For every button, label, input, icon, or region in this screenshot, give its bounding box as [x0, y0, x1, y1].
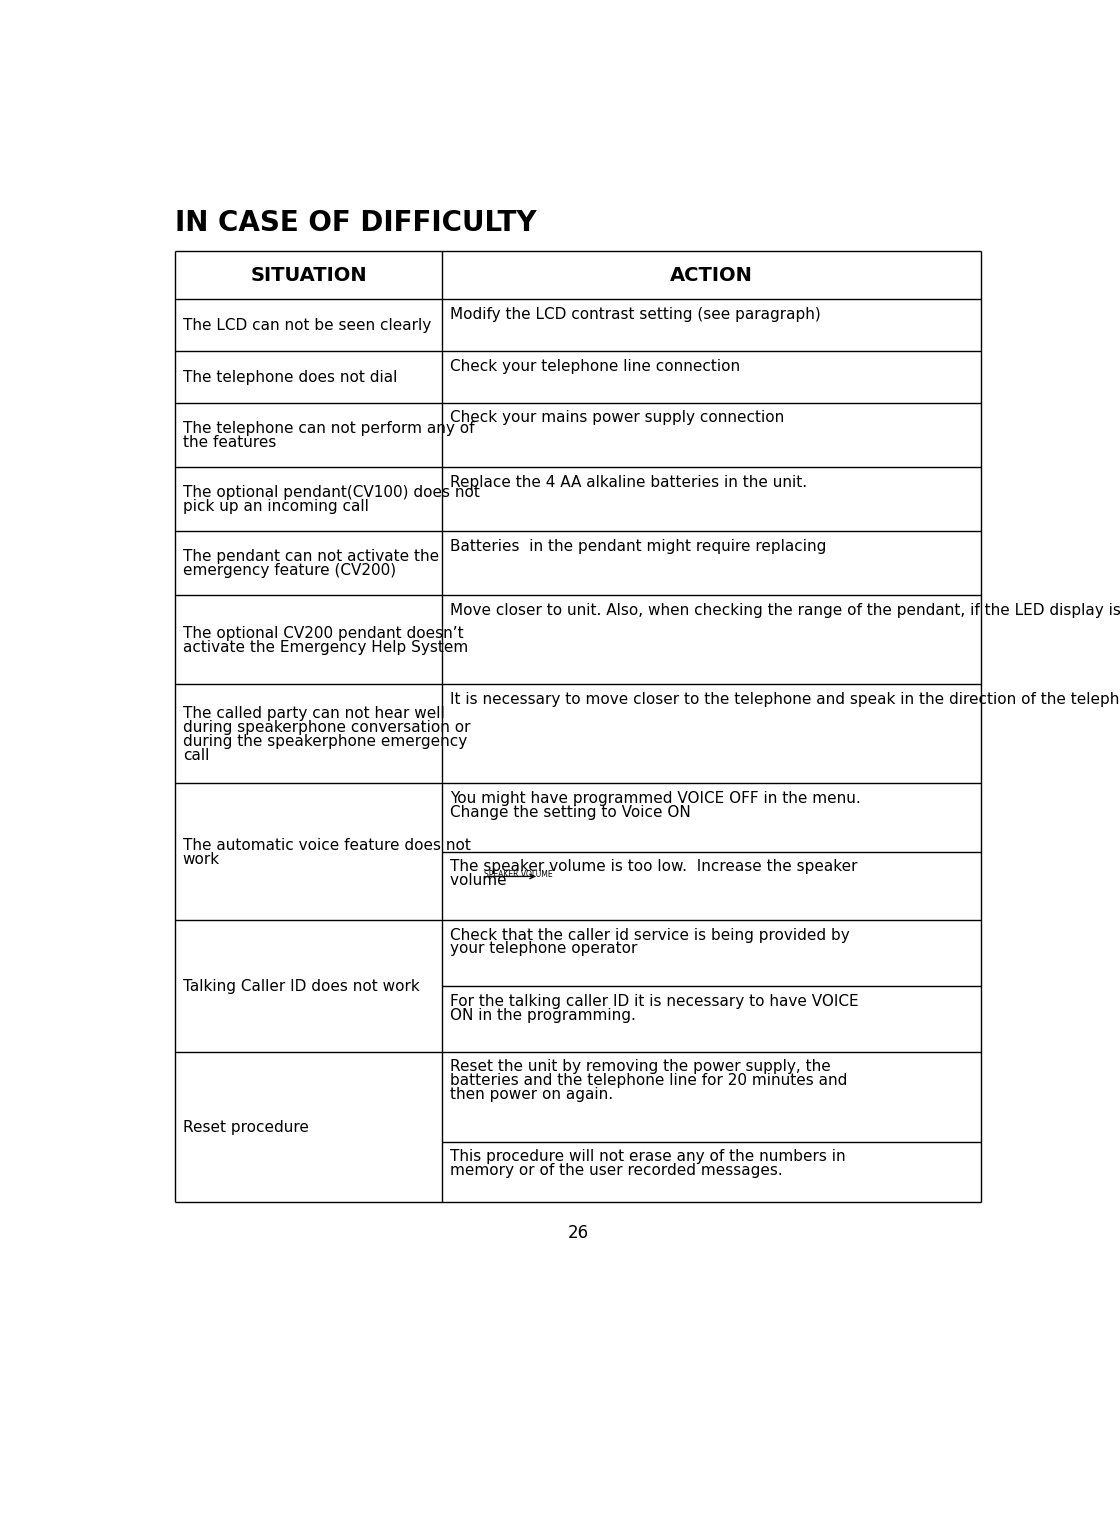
Text: during the speakerphone emergency: during the speakerphone emergency	[183, 733, 467, 749]
Text: Change the setting to Voice ON: Change the setting to Voice ON	[450, 805, 691, 819]
Text: For the talking caller ID it is necessary to have VOICE: For the talking caller ID it is necessar…	[450, 994, 859, 1008]
Text: The called party can not hear well: The called party can not hear well	[183, 705, 445, 721]
Text: This procedure will not erase any of the numbers in: This procedure will not erase any of the…	[450, 1150, 846, 1165]
Text: Replace the 4 AA alkaline batteries in the unit.: Replace the 4 AA alkaline batteries in t…	[450, 475, 808, 489]
Text: batteries and the telephone line for 20 minutes and: batteries and the telephone line for 20 …	[450, 1073, 848, 1088]
Text: memory or of the user recorded messages.: memory or of the user recorded messages.	[450, 1164, 783, 1179]
Text: Talking Caller ID does not work: Talking Caller ID does not work	[183, 979, 419, 994]
Text: the features: the features	[183, 435, 276, 450]
Text: The optional pendant(CV100) does not: The optional pendant(CV100) does not	[183, 486, 479, 500]
Text: 26: 26	[568, 1223, 588, 1242]
Text: The telephone can not perform any of: The telephone can not perform any of	[183, 421, 474, 437]
Text: Move closer to unit. Also, when checking the range of the pendant, if the LED di: Move closer to unit. Also, when checking…	[450, 603, 1120, 618]
Text: call: call	[183, 747, 209, 762]
Text: Check your telephone line connection: Check your telephone line connection	[450, 358, 740, 373]
Text: pick up an incoming call: pick up an incoming call	[183, 500, 368, 513]
Text: IN CASE OF DIFFICULTY: IN CASE OF DIFFICULTY	[175, 209, 536, 237]
Text: It is necessary to move closer to the telephone and speak in the direction of th: It is necessary to move closer to the te…	[450, 692, 1120, 707]
Text: ON in the programming.: ON in the programming.	[450, 1008, 636, 1022]
Text: Check your mains power supply connection: Check your mains power supply connection	[450, 410, 784, 426]
Text: then power on again.: then power on again.	[450, 1087, 613, 1102]
Text: Batteries  in the pendant might require replacing: Batteries in the pendant might require r…	[450, 538, 827, 553]
Text: SPEAKER VOLUME: SPEAKER VOLUME	[485, 870, 553, 879]
Text: Check that the caller id service is being provided by: Check that the caller id service is bein…	[450, 927, 850, 942]
Text: emergency feature (CV200): emergency feature (CV200)	[183, 563, 395, 578]
Text: The optional CV200 pendant doesn’t: The optional CV200 pendant doesn’t	[183, 626, 464, 641]
Text: The automatic voice feature does not: The automatic voice feature does not	[183, 838, 470, 853]
Text: Reset procedure: Reset procedure	[183, 1120, 308, 1136]
Text: You might have programmed VOICE OFF in the menu.: You might have programmed VOICE OFF in t…	[450, 792, 861, 805]
Text: Modify the LCD contrast setting (see paragraph): Modify the LCD contrast setting (see par…	[450, 307, 821, 321]
Text: The telephone does not dial: The telephone does not dial	[183, 370, 396, 384]
Text: The pendant can not activate the: The pendant can not activate the	[183, 549, 439, 564]
Text: your telephone operator: your telephone operator	[450, 941, 637, 956]
Text: work: work	[183, 851, 220, 867]
Text: ACTION: ACTION	[670, 266, 753, 284]
Text: activate the Emergency Help System: activate the Emergency Help System	[183, 639, 468, 655]
Text: volume: volume	[450, 873, 512, 888]
Text: SITUATION: SITUATION	[250, 266, 367, 284]
Text: during speakerphone conversation or: during speakerphone conversation or	[183, 719, 470, 735]
Text: The LCD can not be seen clearly: The LCD can not be seen clearly	[183, 318, 431, 334]
Text: The speaker volume is too low.  Increase the speaker: The speaker volume is too low. Increase …	[450, 859, 858, 875]
Text: Reset the unit by removing the power supply, the: Reset the unit by removing the power sup…	[450, 1059, 831, 1074]
